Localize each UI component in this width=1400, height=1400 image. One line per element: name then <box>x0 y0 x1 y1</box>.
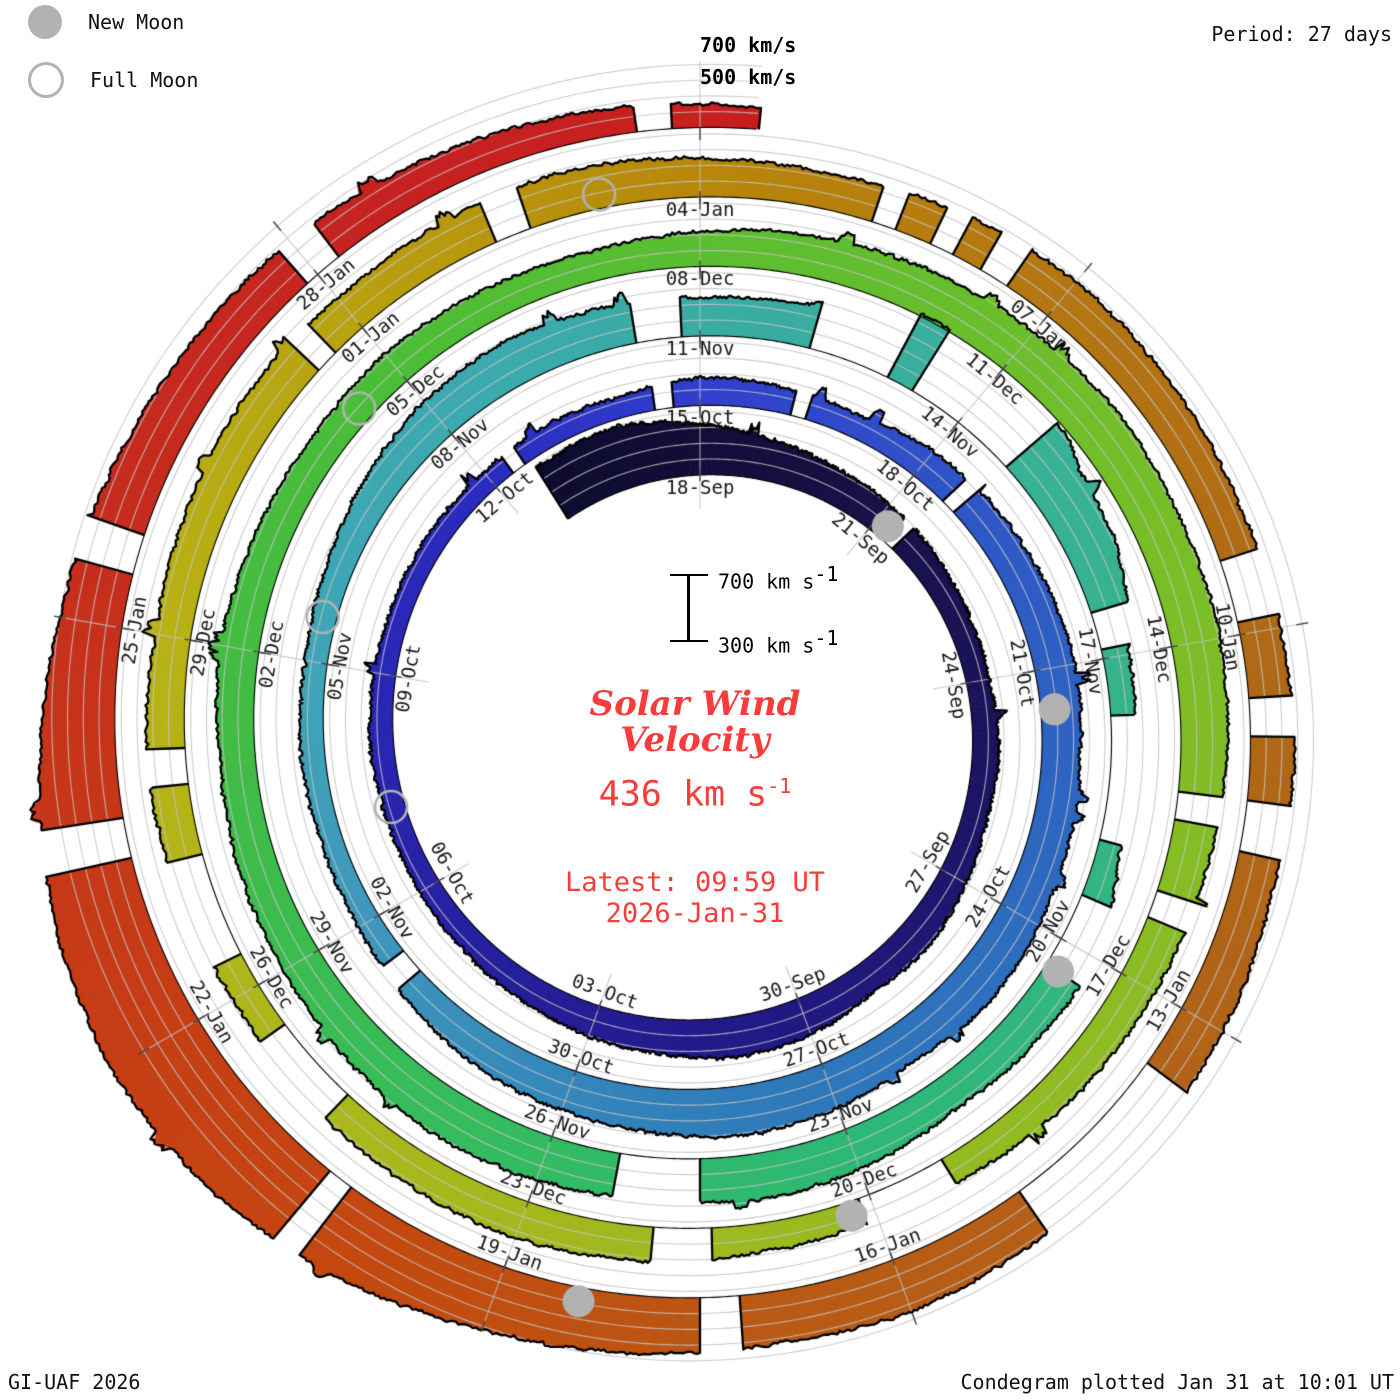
legend-new-moon: New Moon <box>28 5 184 39</box>
axis-700-label: 700 km/s <box>700 33 797 57</box>
latest-date: 2026-Jan-31 <box>605 897 785 929</box>
current-speed-sup: -1 <box>767 774 792 798</box>
latest-timestamp: Latest: 09:59 UT 2026-Jan-31 <box>480 867 910 929</box>
full-moon-label: Full Moon <box>90 68 199 92</box>
scalebar-top-sup: -1 <box>814 562 839 586</box>
current-speed-value: 436 <box>598 774 662 815</box>
scalebar-stem <box>687 576 690 640</box>
scalebar-top-text: 700 km s <box>718 569 815 594</box>
velocity-scalebar <box>670 574 708 642</box>
chart-title-line1: Solar Wind <box>589 684 801 724</box>
current-speed-unit: km s <box>661 774 768 815</box>
scalebar-bottom-text: 300 km s <box>718 633 815 658</box>
chart-title-line2: Velocity <box>620 720 770 760</box>
latest-time: Latest: 09:59 UT <box>564 866 826 898</box>
legend-full-moon: Full Moon <box>28 62 198 98</box>
scalebar-top-label: 700 km s-1 <box>718 562 838 594</box>
scalebar-bottom-sup: -1 <box>814 626 839 650</box>
current-speed: 436 km s-1 <box>480 774 910 815</box>
center-title-block: Solar Wind Velocity 436 km s-1 Latest: 0… <box>480 686 910 929</box>
scalebar-bottom-label: 300 km s-1 <box>718 626 838 658</box>
new-moon-label: New Moon <box>88 10 185 34</box>
axis-500-label: 500 km/s <box>700 65 797 89</box>
full-moon-icon <box>28 62 64 98</box>
new-moon-icon <box>28 5 62 39</box>
credit-label: GI-UAF 2026 <box>8 1370 141 1394</box>
plotted-label: Condegram plotted Jan 31 at 10:01 UT <box>960 1370 1394 1394</box>
period-label: Period: 27 days <box>1211 22 1392 46</box>
